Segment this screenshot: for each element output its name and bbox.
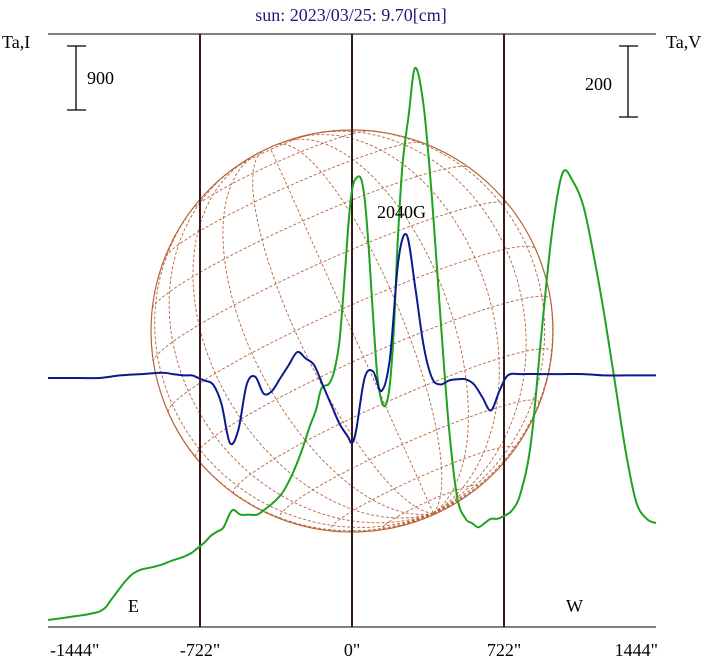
x-tick-label: 1444" [615, 640, 658, 660]
left-scale-bar-label: 900 [87, 68, 114, 88]
data-curves [47, 66, 657, 621]
left-scale-bar: 900 [67, 45, 114, 111]
x-tick-label: -722" [180, 640, 220, 660]
reference-lines [199, 34, 505, 627]
intensity-curve [47, 66, 657, 621]
x-axis-ticks: -1444" -722" 0" 722" 1444" [50, 640, 658, 660]
polarization-curve [47, 233, 656, 446]
x-tick-label: 0" [344, 640, 360, 660]
x-tick-label: 722" [487, 640, 521, 660]
west-label: W [566, 596, 583, 616]
right-scale-bar-label: 200 [585, 74, 612, 94]
right-scale-bar: 200 [585, 45, 638, 118]
field-annotation: 2040G [377, 202, 426, 222]
right-axis-label: Ta,V [666, 32, 701, 52]
left-axis-label: Ta,I [2, 32, 30, 52]
chart-title: sun: 2023/03/25: 9.70[cm] [255, 5, 447, 25]
x-tick-label: -1444" [50, 640, 99, 660]
east-label: E [128, 596, 139, 616]
